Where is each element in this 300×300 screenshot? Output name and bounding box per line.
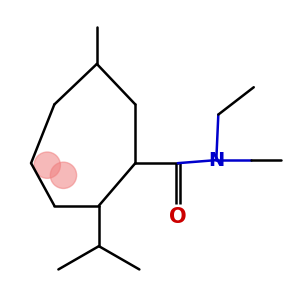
Circle shape [34, 152, 60, 178]
Text: O: O [169, 207, 187, 227]
Text: N: N [208, 151, 224, 169]
Circle shape [50, 162, 76, 188]
